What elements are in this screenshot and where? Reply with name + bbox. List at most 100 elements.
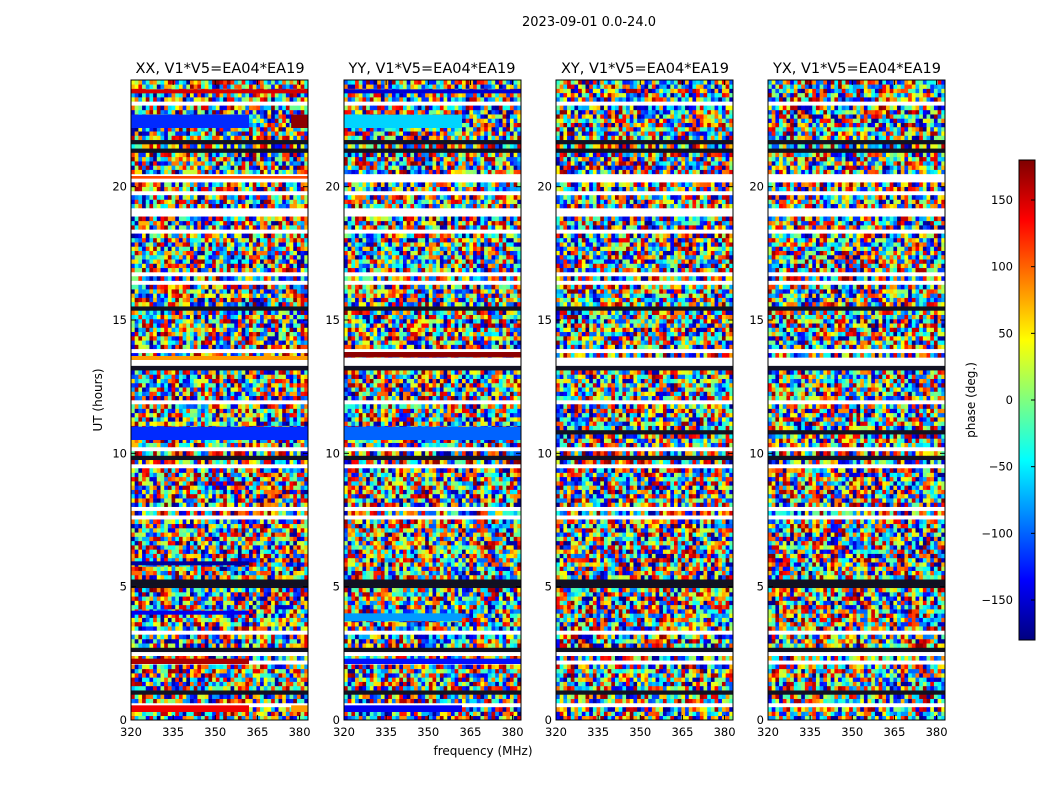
heatmap-cell bbox=[293, 549, 298, 554]
heatmap-cell bbox=[296, 438, 301, 443]
heatmap-cell bbox=[226, 344, 231, 350]
heatmap-cell bbox=[178, 233, 183, 239]
heatmap-cell bbox=[160, 643, 165, 648]
heatmap-cell bbox=[171, 250, 176, 256]
heatmap-cell bbox=[252, 609, 257, 614]
heatmap-cell bbox=[142, 626, 147, 631]
heatmap-cell bbox=[182, 613, 187, 618]
heatmap-cell bbox=[204, 677, 209, 682]
heatmap-cell bbox=[252, 203, 257, 209]
heatmap-cell bbox=[142, 681, 147, 687]
heatmap-cell bbox=[167, 540, 172, 546]
heatmap-cell bbox=[271, 254, 276, 260]
heatmap-cell bbox=[156, 408, 161, 414]
heatmap-cell bbox=[241, 237, 246, 243]
heatmap-cell bbox=[282, 284, 287, 290]
heatmap-cell bbox=[186, 459, 191, 465]
heatmap-cell bbox=[271, 711, 276, 717]
heatmap-cell bbox=[142, 353, 147, 358]
heatmap-cell bbox=[131, 353, 135, 358]
heatmap-cell bbox=[167, 523, 172, 529]
heatmap-cell bbox=[274, 587, 279, 593]
heatmap-cell bbox=[241, 673, 246, 678]
heatmap-cell bbox=[145, 438, 150, 443]
heatmap-cell bbox=[201, 677, 206, 682]
heatmap-cell bbox=[197, 233, 202, 239]
heatmap-cell bbox=[267, 297, 272, 303]
heatmap-cell bbox=[149, 677, 154, 682]
heatmap-cell bbox=[171, 404, 176, 409]
heatmap-cell bbox=[201, 600, 206, 606]
heatmap-cell bbox=[138, 681, 143, 687]
heatmap-cell bbox=[252, 638, 257, 644]
heatmap-cell bbox=[175, 587, 180, 593]
heatmap-cell bbox=[252, 310, 257, 315]
heatmap-cell bbox=[193, 502, 198, 507]
heatmap-cell bbox=[142, 233, 147, 239]
heatmap-cell bbox=[249, 621, 253, 627]
heatmap-cell bbox=[245, 715, 250, 720]
heatmap-cell bbox=[234, 225, 239, 230]
heatmap-cell bbox=[156, 438, 161, 443]
heatmap-cell bbox=[167, 233, 172, 239]
heatmap-cell bbox=[241, 233, 246, 239]
heatmap-cell bbox=[274, 318, 279, 324]
heatmap-cell bbox=[274, 634, 279, 640]
heatmap-cell bbox=[293, 668, 298, 674]
heatmap-cell bbox=[175, 378, 180, 384]
heatmap-cell bbox=[156, 387, 161, 392]
heatmap-cell bbox=[234, 421, 239, 426]
heatmap-cell bbox=[219, 553, 224, 559]
heatmap-cell bbox=[215, 451, 220, 456]
heatmap-cell bbox=[138, 242, 143, 247]
heatmap-cell bbox=[156, 156, 161, 162]
heatmap-cell bbox=[241, 408, 246, 414]
heatmap-cell bbox=[237, 203, 242, 209]
heatmap-cell bbox=[171, 293, 176, 298]
heatmap-cell bbox=[237, 391, 242, 397]
heatmap-cell bbox=[175, 182, 180, 187]
heatmap-cell bbox=[289, 165, 294, 170]
heatmap-cell bbox=[164, 664, 169, 670]
heatmap-cell bbox=[223, 613, 228, 618]
heatmap-cell bbox=[296, 498, 301, 503]
heatmap-cell bbox=[252, 276, 257, 281]
heatmap-cell bbox=[171, 203, 176, 209]
heatmap-cell bbox=[186, 408, 191, 414]
heatmap-cell bbox=[226, 489, 231, 495]
heatmap-cell bbox=[164, 254, 169, 260]
heatmap-cell bbox=[186, 327, 191, 333]
heatmap-cell bbox=[190, 489, 194, 495]
heatmap-cell bbox=[153, 395, 158, 401]
heatmap-cell bbox=[245, 685, 250, 691]
heatmap-cell bbox=[278, 340, 283, 345]
heatmap-cell bbox=[142, 378, 147, 384]
heatmap-cell bbox=[212, 353, 217, 358]
heatmap-cell bbox=[260, 711, 265, 717]
heatmap-cell bbox=[249, 195, 253, 200]
heatmap-cell bbox=[296, 510, 301, 516]
heatmap-cell bbox=[204, 233, 209, 239]
heatmap-cell bbox=[145, 557, 150, 563]
heatmap-cell bbox=[304, 242, 308, 247]
heatmap-cell bbox=[300, 233, 305, 239]
heatmap-cell bbox=[234, 498, 239, 503]
heatmap-cell bbox=[167, 165, 172, 170]
heatmap-cell bbox=[186, 374, 191, 379]
heatmap-cell bbox=[197, 195, 202, 200]
heatmap-cell bbox=[134, 182, 139, 187]
heatmap-cell bbox=[208, 156, 213, 162]
heatmap-cell bbox=[252, 536, 257, 542]
heatmap-cell bbox=[204, 220, 209, 226]
heatmap-cell bbox=[230, 502, 235, 507]
heatmap-cell bbox=[278, 336, 283, 341]
heatmap-cell bbox=[293, 566, 298, 571]
heatmap-cell bbox=[182, 677, 187, 682]
heatmap-cell bbox=[153, 510, 158, 516]
heatmap-cell bbox=[215, 378, 220, 384]
heatmap-cell bbox=[190, 519, 194, 525]
heatmap-cell bbox=[282, 237, 287, 243]
heatmap-cell bbox=[149, 220, 154, 226]
heatmap-cell bbox=[285, 387, 290, 392]
heatmap-cell bbox=[285, 421, 290, 426]
